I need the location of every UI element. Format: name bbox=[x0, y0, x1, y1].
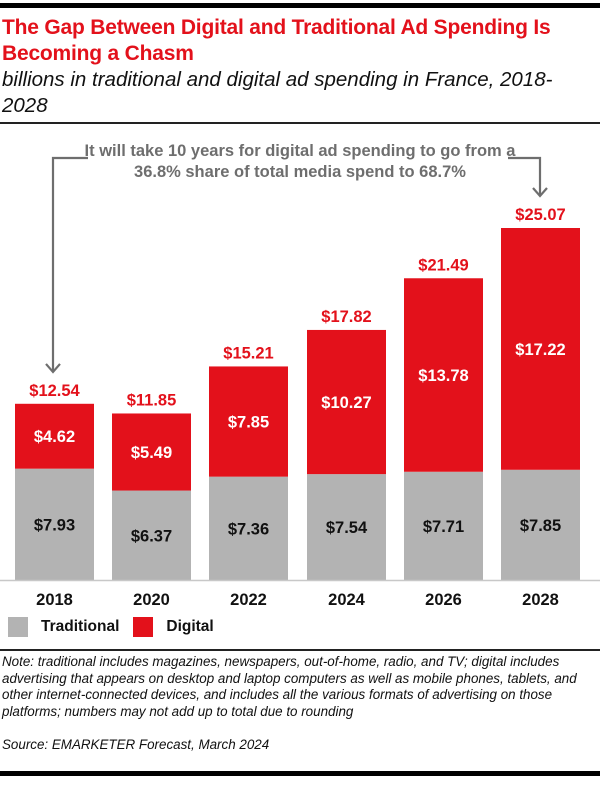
x-tick-label-2026: 2026 bbox=[425, 591, 462, 609]
footnote: Note: traditional includes magazines, ne… bbox=[2, 654, 577, 719]
bottom-rule bbox=[0, 771, 600, 776]
bar-digital-2026 bbox=[404, 278, 483, 472]
x-tick-label-2018: 2018 bbox=[36, 591, 73, 609]
data-label-digital-2022: $7.85 bbox=[228, 414, 269, 432]
data-label-traditional-2024: $7.54 bbox=[326, 519, 368, 537]
bar-traditional-2020 bbox=[112, 490, 191, 580]
chart-title: The Gap Between Digital and Traditional … bbox=[2, 16, 551, 65]
bar-digital-2018 bbox=[15, 403, 94, 469]
bar-traditional-2026 bbox=[404, 471, 483, 580]
bar-traditional-2028 bbox=[501, 469, 580, 580]
bar-traditional-2018 bbox=[15, 468, 94, 580]
chart-plot: $7.93 $4.62 $12.54 2018 $6.37 $5.49 $11.85 2020… bbox=[0, 156, 600, 609]
data-label-digital-2028: $17.22 bbox=[515, 341, 565, 359]
data-label-digital-2026: $13.78 bbox=[418, 367, 468, 385]
annotation-arrow-left bbox=[51, 156, 88, 372]
total-label-2028: $25.07 bbox=[515, 206, 565, 224]
legend-swatch-traditional bbox=[8, 617, 28, 637]
annotation-text: It will take 10 years for digital ad spe… bbox=[84, 142, 516, 181]
bars-group bbox=[15, 228, 580, 580]
total-label-2024: $17.82 bbox=[321, 308, 371, 326]
top-rule bbox=[0, 3, 600, 8]
total-label-2020: $11.85 bbox=[127, 392, 177, 410]
data-label-traditional-2018: $7.93 bbox=[34, 516, 75, 534]
bar-digital-2024 bbox=[307, 329, 386, 475]
legend-label-digital: Digital bbox=[166, 618, 214, 635]
data-label-digital-2020: $5.49 bbox=[131, 444, 172, 462]
x-tick-label-2020: 2020 bbox=[133, 591, 170, 609]
data-label-traditional-2028: $7.85 bbox=[520, 517, 561, 535]
x-tick-label-2028: 2028 bbox=[522, 591, 559, 609]
arrowhead-left-icon bbox=[45, 363, 61, 374]
legend: Traditional Digital bbox=[8, 616, 228, 638]
data-label-traditional-2020: $6.37 bbox=[131, 527, 172, 545]
annotation-arrows bbox=[45, 156, 548, 374]
arrowhead-right-icon bbox=[532, 187, 548, 198]
total-label-2026: $21.49 bbox=[418, 256, 468, 274]
bar-digital-2028 bbox=[501, 228, 580, 470]
bar-digital-2022 bbox=[209, 366, 288, 477]
x-tick-label-2022: 2022 bbox=[230, 591, 267, 609]
data-label-traditional-2026: $7.71 bbox=[423, 518, 464, 536]
data-label-digital-2018: $4.62 bbox=[34, 428, 75, 446]
chart-subtitle: billions in traditional and digital ad s… bbox=[2, 68, 553, 117]
annotation-arrow-right bbox=[508, 156, 542, 196]
bar-digital-2020 bbox=[112, 413, 191, 491]
data-label-traditional-2022: $7.36 bbox=[228, 520, 269, 538]
legend-swatch-digital bbox=[133, 617, 154, 637]
total-label-2018: $12.54 bbox=[29, 382, 80, 400]
bar-traditional-2022 bbox=[209, 476, 288, 580]
bar-traditional-2024 bbox=[307, 474, 386, 580]
total-label-2022: $15.21 bbox=[223, 344, 273, 362]
labels-group: $7.93 $4.62 $12.54 2018 $6.37 $5.49 $11.85 2020… bbox=[29, 206, 565, 609]
header-divider bbox=[0, 122, 600, 124]
source-text: Source: EMARKETER Forecast, March 2024 bbox=[2, 737, 270, 752]
footer-divider bbox=[0, 649, 600, 651]
data-label-digital-2024: $10.27 bbox=[321, 394, 371, 412]
x-tick-label-2024: 2024 bbox=[328, 591, 366, 609]
legend-label-traditional: Traditional bbox=[41, 618, 120, 635]
